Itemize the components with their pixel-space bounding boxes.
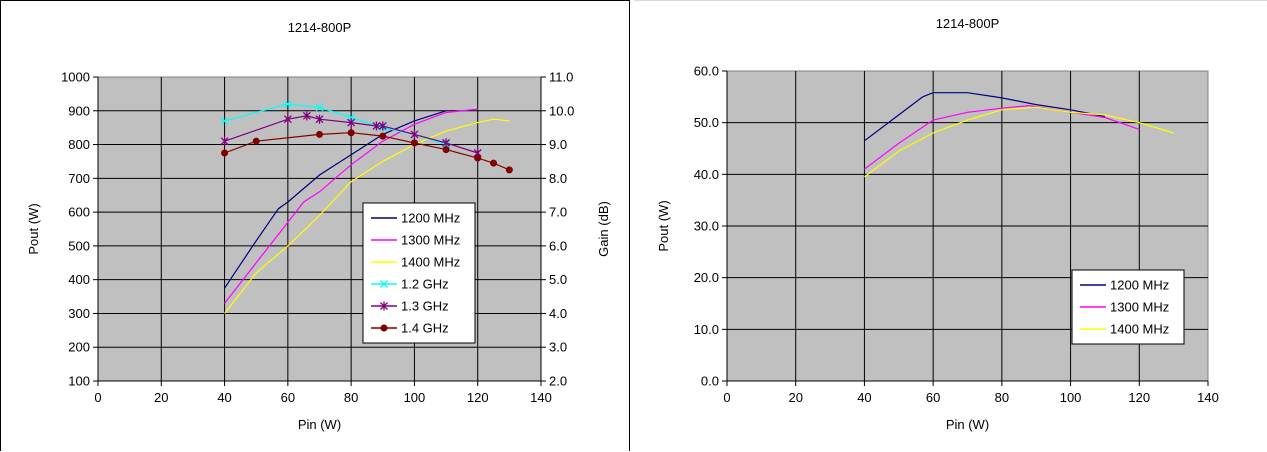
legend-label-1400-mhz: 1400 MHz	[1110, 322, 1169, 337]
data-point-1-4-ghz	[442, 146, 450, 154]
data-point-1-3-ghz	[372, 121, 381, 131]
series-line-1200-mhz	[864, 92, 1106, 142]
x-tick-label: 80	[344, 390, 358, 405]
data-point-1-4-ghz	[410, 139, 418, 147]
y-tick-label: 10.0	[694, 322, 719, 337]
series-line-1-4-ghz	[224, 132, 510, 171]
legend-marker-1-2-ghz	[380, 280, 388, 288]
chart-svg-right: 1214-800P 0.0 10.0 20.0 30.0 40.0 50.0 60.0 0 20 4…	[656, 16, 1219, 432]
y2-tick-label: 5.0	[549, 272, 567, 287]
legend-label-1200-mhz: 1200 MHz	[1110, 278, 1169, 293]
y2-tick-label: 7.0	[549, 205, 567, 220]
series-line-1200-mhz	[224, 110, 447, 289]
x-tick-label: 20	[788, 390, 802, 405]
data-point-1-3-ghz	[378, 121, 387, 131]
y-tick-label: 40.0	[694, 167, 719, 182]
x-tick-label: 40	[217, 390, 231, 405]
data-point-1-3-ghz	[315, 114, 324, 124]
chart-svg-left: 1214-800P1002003004005006007008009001000…	[26, 20, 611, 432]
x-tick-label: 100	[1060, 390, 1082, 405]
x-tick-label: 120	[1128, 390, 1150, 405]
data-point-1-2-ghz	[220, 116, 229, 125]
chart-title: 1214-800P	[936, 16, 1000, 31]
data-point-1-4-ghz	[505, 166, 513, 174]
chart-panel-left: 1214-800P 100 200 300 400 500 600 700 800 900 1000…	[0, 0, 630, 451]
x-axis-label: Pin (W)	[298, 417, 341, 432]
y-tick-label: 700	[68, 171, 90, 186]
y-tick-label: 100	[68, 374, 90, 389]
legend-label-1300-mhz: 1300 MHz	[401, 233, 460, 248]
series-line-1400-mhz	[864, 106, 1174, 178]
series-line-1-3-ghz	[224, 115, 478, 154]
x-axis-label: Pin (W)	[946, 417, 989, 432]
series-line-1300-mhz	[864, 104, 1140, 170]
legend-label-1400-mhz: 1400 MHz	[401, 255, 460, 270]
legend	[362, 202, 476, 344]
y-tick-label: 0.0	[701, 374, 719, 389]
y-tick-label: 300	[68, 306, 90, 321]
x-tick-label: 140	[530, 390, 552, 405]
y2-tick-label: 3.0	[549, 340, 567, 355]
y-tick-label: 50.0	[694, 115, 719, 130]
data-point-1-4-ghz	[347, 129, 355, 137]
data-point-1-4-ghz	[221, 149, 229, 157]
data-point-1-2-ghz	[283, 100, 292, 108]
y-axis-label: Pout (W)	[656, 200, 671, 251]
data-point-1-3-ghz	[302, 111, 311, 121]
y-tick-label: 500	[68, 238, 90, 253]
chart-panel-right: 1214-800P 0.0 10.0 20.0 30.0 40.0 50.0 60.0 0 20 4…	[634, 0, 1267, 451]
y2-tick-label: 6.0	[549, 238, 567, 253]
panel-separator	[630, 0, 634, 451]
data-point-1-4-ghz	[474, 154, 482, 162]
data-point-1-4-ghz	[379, 132, 387, 140]
y-tick-label: 30.0	[694, 219, 719, 234]
y-tick-label: 60.0	[694, 64, 719, 79]
data-point-1-4-ghz	[252, 137, 260, 145]
data-point-1-2-ghz	[315, 103, 324, 112]
legend-label-1200-mhz: 1200 MHz	[401, 211, 460, 226]
y2-tick-label: 9.0	[549, 137, 567, 152]
y-tick-label: 600	[68, 205, 90, 220]
chart-title: 1214-800P	[288, 20, 352, 35]
y-tick-label: 800	[68, 137, 90, 152]
legend-label-1-3-ghz: 1.3 GHz	[401, 299, 449, 314]
x-tick-label: 140	[1197, 390, 1219, 405]
series-line-1300-mhz	[224, 108, 478, 304]
x-tick-label: 40	[857, 390, 871, 405]
series-line-1400-mhz	[224, 118, 510, 314]
x-tick-label: 80	[995, 390, 1009, 405]
data-point-1-3-ghz	[442, 138, 451, 148]
data-point-1-3-ghz	[410, 129, 419, 139]
y2-tick-label: 8.0	[549, 171, 567, 186]
data-point-1-4-ghz	[490, 159, 498, 167]
data-point-1-3-ghz	[347, 118, 356, 128]
x-tick-label: 20	[154, 390, 168, 405]
x-tick-label: 100	[404, 390, 426, 405]
legend-label-1300-mhz: 1300 MHz	[1110, 300, 1169, 315]
y2-tick-label: 4.0	[549, 306, 567, 321]
x-tick-label: 120	[467, 390, 489, 405]
legend-label-1-2-ghz: 1.2 GHz	[401, 277, 449, 292]
data-point-1-3-ghz	[220, 136, 229, 146]
y-tick-label: 20.0	[694, 270, 719, 285]
x-tick-label: 0	[723, 390, 730, 405]
y-tick-label: 400	[68, 272, 90, 287]
y-tick-label: 1000	[61, 70, 90, 85]
y2-axis-label: Gain (dB)	[596, 201, 611, 257]
y2-tick-label: 10.0	[549, 103, 574, 118]
x-tick-label: 0	[94, 390, 101, 405]
y-tick-label: 200	[68, 340, 90, 355]
y2-tick-label: 2.0	[549, 374, 567, 389]
legend-marker-1-3-ghz	[380, 301, 388, 311]
legend-marker-1-4-ghz	[380, 324, 388, 332]
data-point-1-4-ghz	[316, 130, 323, 138]
x-tick-label: 60	[926, 390, 940, 405]
y-axis-label: Pout (W)	[26, 203, 41, 254]
x-tick-label: 60	[281, 390, 295, 405]
data-point-1-3-ghz	[283, 114, 292, 124]
legend-label-1-4-ghz: 1.4 GHz	[401, 321, 449, 336]
y-tick-label: 900	[68, 103, 90, 118]
y2-tick-label: 11.0	[549, 70, 573, 85]
